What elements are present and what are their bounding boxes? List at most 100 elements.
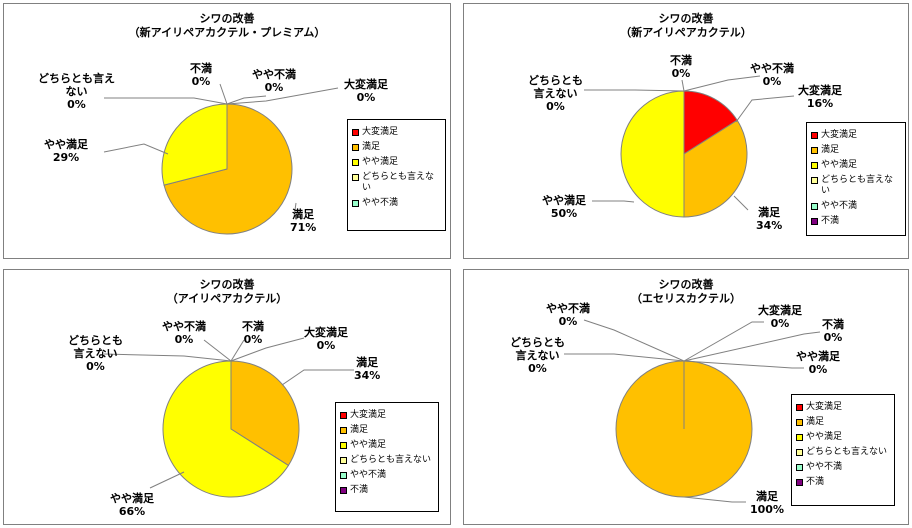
legend-item: 満足 xyxy=(796,417,890,428)
leader-line xyxy=(681,79,685,92)
chart-title: シワの改善 xyxy=(199,12,255,25)
legend-item: どちらとも言えない xyxy=(340,455,434,466)
legend-item: やや不満 xyxy=(796,462,890,473)
leader-line xyxy=(226,87,339,105)
legend-swatch xyxy=(796,434,803,441)
legend-item: やや満足 xyxy=(340,440,434,451)
pie-slice xyxy=(620,90,685,218)
chart-subtitle: （アイリペアカクテル） xyxy=(166,292,288,305)
legend-swatch xyxy=(811,203,818,210)
leader-line xyxy=(733,195,749,211)
legend-swatch xyxy=(811,162,818,169)
legend-item: 大変満足 xyxy=(811,130,901,141)
legend-item: やや満足 xyxy=(811,160,901,171)
legend-swatch xyxy=(340,427,347,434)
legend-item: どちらとも言えない xyxy=(796,447,890,458)
pie-svg-ethereal xyxy=(564,319,821,503)
legend-swatch xyxy=(811,147,818,154)
pie-slice xyxy=(161,103,228,186)
leader-line xyxy=(683,496,746,503)
legend-item: 大変満足 xyxy=(352,127,441,138)
chart-panel-ethereal: シワの改善 （エセリスカクテル） 大変満足 0% 満足 100% やや満足 0% どち… xyxy=(463,269,909,525)
legend-item: やや不満 xyxy=(352,198,441,209)
slice-label-yaya-manzoku: やや満足 29% xyxy=(44,138,88,164)
slice-label-yaya-manzoku: やや満足 0% xyxy=(796,350,840,376)
slice-label-yaya-fuman: やや不満 0% xyxy=(162,320,206,346)
leader-line xyxy=(683,321,764,362)
legend-item: 満足 xyxy=(352,142,441,153)
legend-item: やや満足 xyxy=(796,432,890,443)
chart-subtitle: （新アイリペアカクテル・プレミアム） xyxy=(128,26,326,39)
legend-swatch xyxy=(352,144,359,151)
leader-line xyxy=(219,83,228,105)
chart-legend: 大変満足 満足 やや満足 どちらとも言えない やや不満 不満 xyxy=(806,122,906,236)
pie-slice xyxy=(683,119,748,218)
legend-swatch xyxy=(340,412,347,419)
legend-item: 大変満足 xyxy=(340,410,434,421)
legend-swatch xyxy=(340,487,347,494)
slice-label-yaya-manzoku: やや満足 50% xyxy=(542,194,586,220)
legend-item: 満足 xyxy=(340,425,434,436)
slice-label-fuman: 不満 0% xyxy=(190,62,212,88)
leader-line xyxy=(281,369,354,386)
slice-label-yaya-manzoku: やや満足 66% xyxy=(110,492,154,518)
legend-swatch xyxy=(796,419,803,426)
leader-line xyxy=(584,89,685,92)
legend-swatch xyxy=(811,218,818,225)
pie-slice xyxy=(162,360,290,498)
legend-swatch xyxy=(352,129,359,136)
leader-line xyxy=(683,360,804,369)
legend-item: やや満足 xyxy=(352,157,441,168)
legend-item: 不満 xyxy=(796,477,890,488)
pie-svg-eye-repair xyxy=(103,337,354,498)
legend-item: 満足 xyxy=(811,145,901,156)
chart-legend: 大変満足 満足 やや満足 どちらとも言えない やや不満 xyxy=(347,119,446,231)
legend-swatch xyxy=(340,472,347,479)
leader-line xyxy=(564,353,685,362)
chart-title: シワの改善 xyxy=(658,278,714,291)
leader-line xyxy=(735,95,795,123)
slice-label-fuman: 不満 0% xyxy=(242,320,264,346)
slice-label-yaya-fuman: やや不満 0% xyxy=(750,62,794,88)
leader-line xyxy=(149,471,185,489)
chart-panel-new: シワの改善 （新アイリペアカクテル） 大変満足 16% 満足 34% やや満足 50%… xyxy=(463,3,909,259)
chart-legend: 大変満足 満足 やや満足 どちらとも言えない やや不満 不満 xyxy=(335,402,439,512)
leader-line xyxy=(592,200,635,203)
slice-label-dochira: どちらとも 言えない 0% xyxy=(510,336,565,375)
leader-line xyxy=(226,95,267,105)
legend-swatch xyxy=(796,479,803,486)
chart-panel-premium: シワの改善 （新アイリペアカクテル・プレミアム） 大変満足 0% 満足 71% やや… xyxy=(3,3,451,259)
chart-legend: 大変満足 満足 やや満足 どちらとも言えない やや不満 不満 xyxy=(791,394,895,506)
slice-label-dochira: どちらとも 言えない 0% xyxy=(528,74,583,113)
leader-line xyxy=(293,202,297,218)
leader-line xyxy=(103,143,169,155)
pie-svg-new xyxy=(584,75,795,218)
pie-slice xyxy=(683,90,738,155)
chart-title: シワの改善 xyxy=(199,278,255,291)
legend-swatch xyxy=(811,132,818,139)
legend-item: 不満 xyxy=(811,216,901,227)
slice-label-manzoku: 満足 71% xyxy=(290,208,317,234)
leader-line xyxy=(583,319,685,362)
slice-label-daihen: 大変満足 0% xyxy=(344,78,388,104)
legend-swatch xyxy=(352,159,359,166)
legend-swatch xyxy=(340,442,347,449)
legend-swatch xyxy=(796,404,803,411)
slice-label-daihen: 大変満足 0% xyxy=(304,326,348,352)
leader-line xyxy=(103,353,232,362)
leader-line xyxy=(683,331,821,362)
leader-line xyxy=(104,97,228,105)
leader-line xyxy=(683,75,761,92)
slice-label-manzoku: 満足 34% xyxy=(756,206,783,232)
chart-title: シワの改善 xyxy=(658,12,714,25)
legend-item: やや不満 xyxy=(340,470,434,481)
legend-swatch xyxy=(340,457,347,464)
legend-item: どちらとも言えない xyxy=(811,175,901,197)
slice-label-manzoku: 満足 34% xyxy=(354,356,381,382)
slice-label-yaya-fuman: やや不満 0% xyxy=(546,302,590,328)
slice-label-dochira: どちらとも言え ない 0% xyxy=(38,72,115,111)
legend-swatch xyxy=(352,200,359,207)
pie-slice xyxy=(163,103,293,235)
slice-label-daihen: 大変満足 0% xyxy=(758,304,802,330)
chart-panel-eye-repair: シワの改善 （アイリペアカクテル） 大変満足 0% 満足 34% やや満足 66% ど… xyxy=(3,269,451,525)
